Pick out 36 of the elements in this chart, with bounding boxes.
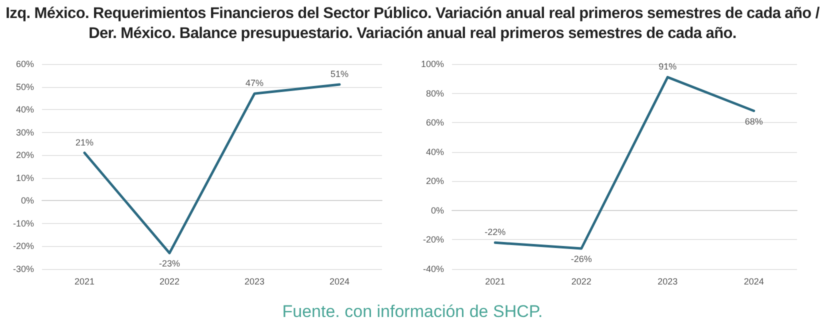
y-tick-label: 40% — [16, 104, 34, 115]
x-tick-label: 2024 — [744, 276, 764, 286]
x-tick-label: 2022 — [571, 276, 592, 286]
x-tick-label: 2023 — [244, 276, 265, 286]
x-tick-label: 2023 — [658, 276, 678, 286]
y-tick-label: -30% — [12, 264, 34, 274]
y-tick-label: 80% — [426, 88, 444, 98]
y-tick-label: 50% — [16, 82, 34, 92]
data-label: 47% — [245, 78, 264, 88]
x-tick-label: 2021 — [485, 276, 506, 286]
data-label: 91% — [658, 62, 677, 72]
y-tick-label: 40% — [426, 146, 444, 157]
chart-title: Izq. México. Requerimientos Financieros del Sector Público. Variación anual real primeros semestres de cada año / Der. México. Balance presupuestario. Variación anual real primeros semestres de cada año. — [4, 4, 820, 44]
data-label: 68% — [744, 116, 763, 126]
y-tick-label: 60% — [426, 118, 444, 128]
data-label: -22% — [484, 227, 506, 238]
x-tick-label: 2024 — [329, 276, 350, 286]
data-label: 51% — [330, 69, 349, 79]
y-tick-label: 100% — [420, 59, 444, 69]
y-tick-label: 0% — [20, 196, 34, 206]
y-tick-label: -20% — [422, 234, 444, 245]
y-tick-label: -10% — [12, 218, 34, 228]
y-tick-label: 20% — [16, 150, 34, 160]
y-tick-label: 10% — [16, 172, 34, 183]
y-tick-label: 30% — [16, 127, 34, 138]
data-label: 21% — [75, 137, 94, 148]
data-label: -23% — [158, 258, 180, 269]
y-tick-label: 20% — [426, 176, 444, 186]
x-tick-label: 2022 — [159, 276, 180, 286]
y-tick-label: -40% — [422, 264, 444, 274]
x-tick-label: 2021 — [74, 276, 95, 286]
source-note: Fuente. con información de SHCP. — [281, 302, 544, 322]
data-label: -26% — [570, 254, 592, 264]
y-tick-label: 0% — [430, 205, 444, 216]
y-tick-label: 60% — [16, 59, 34, 69]
y-tick-label: -20% — [12, 241, 34, 252]
